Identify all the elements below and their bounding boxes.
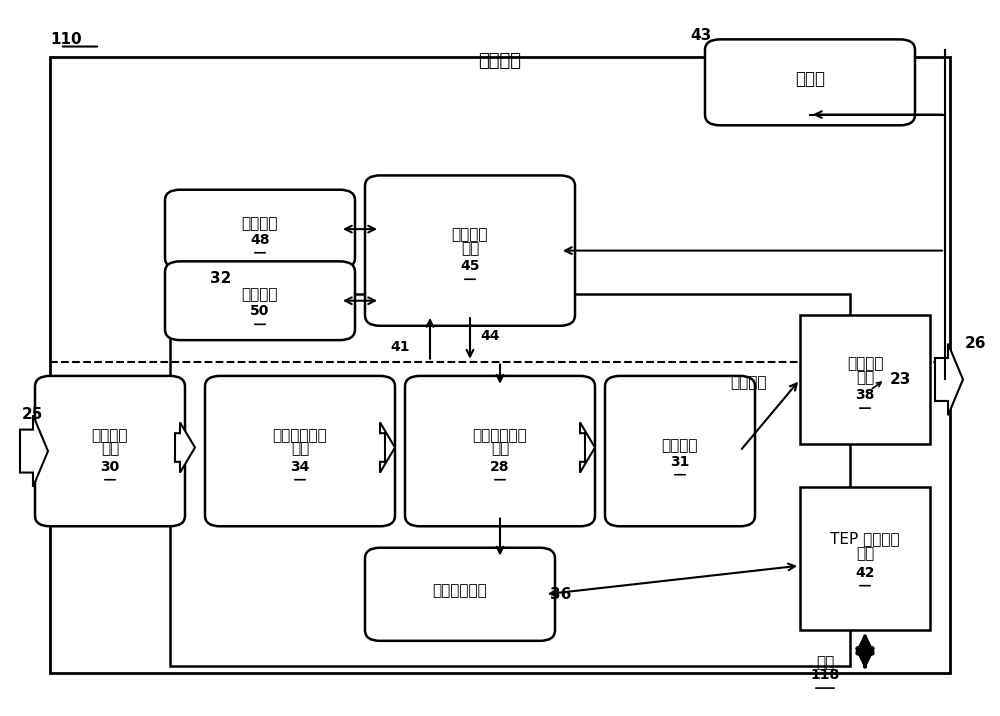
Bar <box>170 294 850 666</box>
Text: TEP 网络装置: TEP 网络装置 <box>830 531 900 546</box>
FancyBboxPatch shape <box>800 487 930 630</box>
Text: 转发组件: 转发组件 <box>662 438 698 453</box>
FancyBboxPatch shape <box>365 548 555 641</box>
Text: 单元: 单元 <box>491 442 509 456</box>
FancyBboxPatch shape <box>705 39 915 125</box>
Text: 输出网络: 输出网络 <box>847 357 883 371</box>
FancyBboxPatch shape <box>35 376 185 526</box>
Text: 34: 34 <box>290 460 310 474</box>
Text: 日志数据: 日志数据 <box>242 216 278 231</box>
Text: 输入网络: 输入网络 <box>92 428 128 442</box>
Text: 38: 38 <box>855 388 875 402</box>
Text: 28: 28 <box>490 460 510 474</box>
Text: 41: 41 <box>390 340 410 354</box>
Text: 43: 43 <box>690 28 711 43</box>
FancyArrow shape <box>580 422 595 473</box>
FancyArrow shape <box>20 415 48 487</box>
Text: 30: 30 <box>100 460 120 474</box>
FancyArrow shape <box>935 344 963 415</box>
Text: 36: 36 <box>550 587 571 601</box>
Text: 118: 118 <box>810 668 840 682</box>
Text: 计数数据: 计数数据 <box>242 288 278 302</box>
Text: 44: 44 <box>480 329 500 344</box>
Text: 安全管理: 安全管理 <box>452 228 488 242</box>
Text: 23: 23 <box>890 372 911 387</box>
Text: 48: 48 <box>250 233 270 247</box>
Text: 110: 110 <box>50 32 82 47</box>
Text: 封装分组处理: 封装分组处理 <box>273 428 327 442</box>
Text: 消息生成单元: 消息生成单元 <box>433 584 487 598</box>
FancyBboxPatch shape <box>165 261 355 340</box>
Text: 接口: 接口 <box>856 370 874 384</box>
FancyArrow shape <box>380 422 395 473</box>
Text: 25: 25 <box>22 407 43 422</box>
Text: 32: 32 <box>210 271 231 286</box>
FancyBboxPatch shape <box>800 315 930 444</box>
Text: 50: 50 <box>250 304 270 319</box>
Text: 26: 26 <box>965 336 986 351</box>
FancyBboxPatch shape <box>165 190 355 268</box>
Text: 接口: 接口 <box>856 546 874 561</box>
FancyBboxPatch shape <box>405 376 595 526</box>
Text: 转发平面: 转发平面 <box>730 376 767 390</box>
FancyBboxPatch shape <box>205 376 395 526</box>
FancyBboxPatch shape <box>605 376 755 526</box>
Text: 模块: 模块 <box>291 442 309 456</box>
Text: 嵌套报头比较: 嵌套报头比较 <box>473 428 527 442</box>
Text: 42: 42 <box>855 566 875 580</box>
FancyBboxPatch shape <box>365 175 575 326</box>
Text: 接口: 接口 <box>101 442 119 456</box>
Text: 31: 31 <box>670 455 690 469</box>
Text: 管理员: 管理员 <box>795 69 825 88</box>
FancyArrow shape <box>175 422 195 473</box>
Text: 网络装置: 网络装置 <box>479 52 522 70</box>
Text: 消息: 消息 <box>816 655 834 669</box>
Text: 45: 45 <box>460 259 480 274</box>
Bar <box>50 57 950 673</box>
Text: 模块: 模块 <box>461 241 479 256</box>
